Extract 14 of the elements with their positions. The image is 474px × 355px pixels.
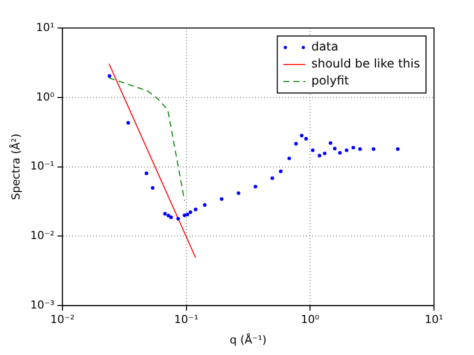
y-tick-label: 10¹	[36, 20, 54, 34]
y-tick-label: 10⁻¹	[30, 160, 54, 173]
x-axis-title: q (Å⁻¹)	[230, 332, 267, 346]
y-tick-label: 10⁻²	[30, 229, 54, 242]
y-tick-label: 10⁻³	[30, 298, 54, 312]
legend-label: should be like this	[311, 56, 420, 71]
legend-label: data	[311, 40, 338, 54]
x-tick-label: 10⁰	[300, 313, 320, 326]
x-tick-label: 10¹	[424, 313, 444, 326]
x-tick-label: 10⁻²	[50, 313, 75, 326]
x-tick-label: 10⁻¹	[174, 313, 198, 326]
legend-label: polyfit	[311, 74, 350, 88]
y-axis-title: Spectra (Å²)	[8, 134, 22, 200]
y-tick-label: 10⁰	[36, 90, 55, 104]
